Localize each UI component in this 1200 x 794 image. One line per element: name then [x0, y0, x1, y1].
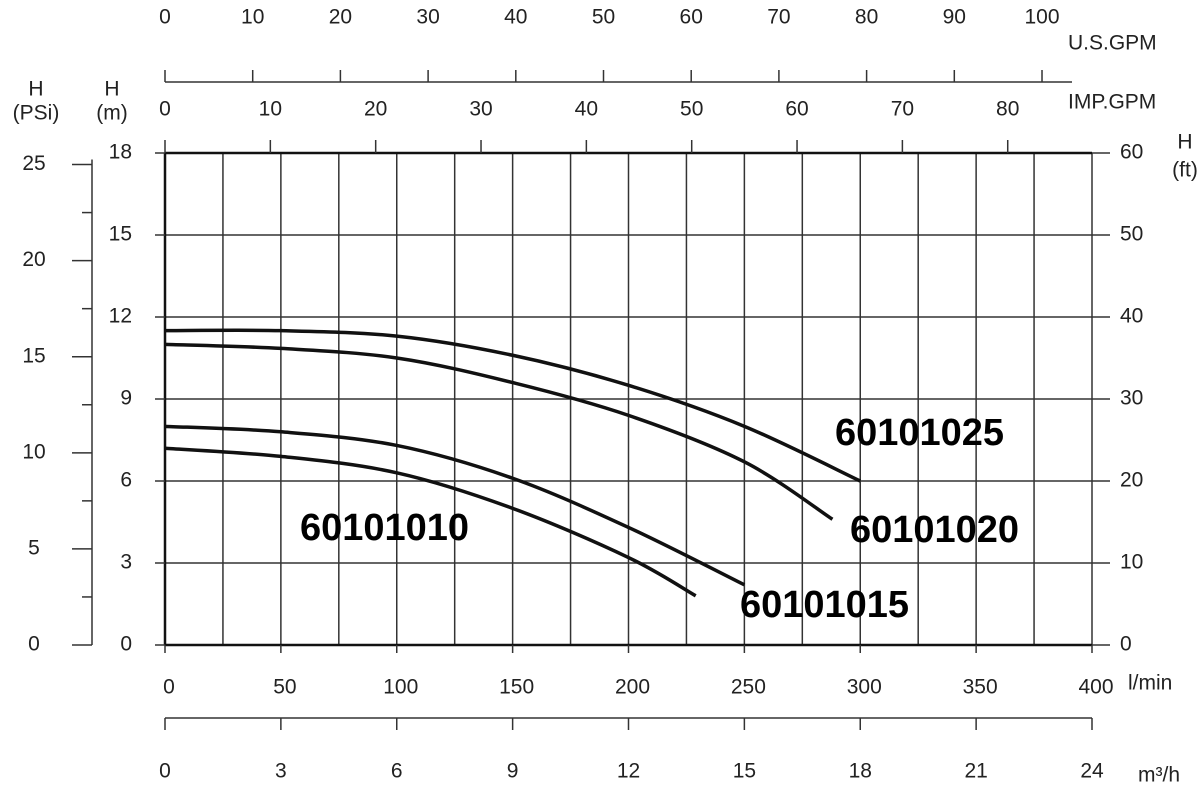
tick-label: 10	[241, 6, 264, 29]
tick-label: 18	[849, 760, 872, 783]
y-axis-label: H	[104, 78, 119, 101]
tick-label: 3	[275, 760, 287, 783]
psi-tick-label: 0	[28, 633, 40, 656]
x-tick-label: 400	[1078, 676, 1113, 699]
pump-curve	[164, 446, 697, 598]
pump-curve	[164, 424, 746, 587]
axis-label: m³/h	[1138, 764, 1180, 787]
ft-axis-label: H	[1177, 131, 1192, 154]
tick-label: 100	[1024, 6, 1059, 29]
x-axis-label: l/min	[1128, 672, 1172, 695]
x-tick-label: 350	[963, 676, 998, 699]
tick-label: 9	[507, 760, 519, 783]
ft-tick-label: 50	[1120, 223, 1143, 246]
y-axis-label: (m)	[96, 102, 127, 125]
psi-axis-label: H	[28, 78, 43, 101]
pump-curve	[164, 328, 861, 483]
tick-label: 30	[469, 98, 492, 121]
tick-label: 70	[767, 6, 790, 29]
x-tick-label: 250	[731, 676, 766, 699]
psi-tick-label: 20	[22, 248, 45, 271]
tick-label: 40	[504, 6, 527, 29]
psi-tick-label: 15	[22, 344, 45, 367]
tick-label: 12	[617, 760, 640, 783]
axis-label: U.S.GPM	[1068, 32, 1157, 55]
tick-label: 80	[996, 98, 1019, 121]
tick-label: 24	[1080, 760, 1104, 783]
tick-label: 20	[329, 6, 352, 29]
ft-tick-label: 30	[1120, 387, 1143, 410]
x-tick-label: 50	[273, 676, 296, 699]
x-tick-label: 150	[499, 676, 534, 699]
tick-label: 0	[159, 6, 171, 29]
y-tick-label: 15	[109, 223, 132, 246]
tick-label: 10	[259, 98, 282, 121]
ft-tick-label: 20	[1120, 469, 1143, 492]
psi-tick-label: 5	[28, 536, 40, 559]
x-tick-label: 100	[383, 676, 418, 699]
tick-label: 6	[391, 760, 403, 783]
tick-label: 60	[680, 6, 703, 29]
y-tick-label: 0	[120, 633, 132, 656]
tick-label: 80	[855, 6, 878, 29]
tick-label: 0	[159, 98, 171, 121]
tick-label: 15	[733, 760, 756, 783]
ft-tick-label: 40	[1120, 305, 1143, 328]
y-tick-label: 18	[109, 141, 132, 164]
tick-label: 20	[364, 98, 387, 121]
tick-label: 70	[891, 98, 914, 121]
tick-label: 21	[964, 760, 987, 783]
curve-label: 60101010	[300, 507, 469, 549]
tick-label: 40	[575, 98, 598, 121]
curve-label: 60101015	[740, 584, 909, 626]
psi-tick-label: 25	[22, 152, 45, 175]
x-tick-label: 0	[163, 676, 175, 699]
curve-label: 60101025	[835, 412, 1004, 454]
x-tick-label: 300	[847, 676, 882, 699]
pump-curve	[164, 342, 834, 521]
ft-tick-label: 0	[1120, 633, 1132, 656]
tick-label: 30	[416, 6, 439, 29]
y-tick-label: 3	[120, 551, 132, 574]
psi-tick-label: 10	[22, 440, 45, 463]
tick-label: 50	[592, 6, 615, 29]
tick-label: 90	[943, 6, 966, 29]
y-tick-label: 9	[120, 387, 132, 410]
x-tick-label: 200	[615, 676, 650, 699]
ft-tick-label: 10	[1120, 551, 1143, 574]
ft-axis-label: (ft)	[1172, 159, 1198, 182]
curve-label: 60101020	[850, 509, 1019, 551]
tick-label: 50	[680, 98, 703, 121]
tick-label: 0	[159, 760, 171, 783]
ft-tick-label: 60	[1120, 141, 1143, 164]
y-tick-label: 6	[120, 469, 132, 492]
psi-axis-label: (PSi)	[13, 102, 60, 125]
y-tick-label: 12	[109, 305, 132, 328]
tick-label: 60	[785, 98, 808, 121]
axis-label: IMP.GPM	[1068, 91, 1156, 114]
